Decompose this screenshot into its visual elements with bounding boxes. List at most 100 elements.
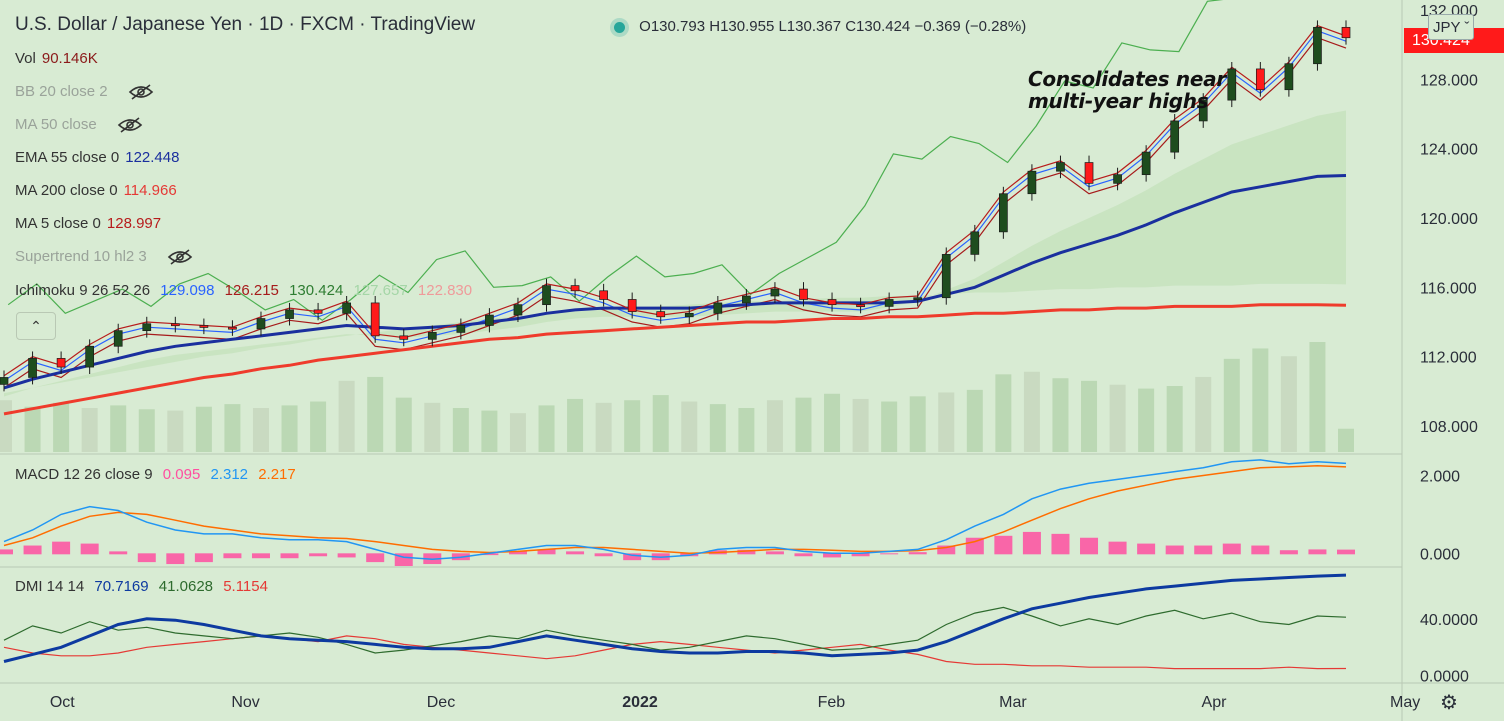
candle-down (1255, 68, 1265, 91)
candle-up (1170, 120, 1180, 153)
candle-up (285, 309, 294, 319)
volume-bar (995, 374, 1012, 452)
ma200-label: MA 200 close 0 (15, 182, 118, 199)
legend-dmi[interactable]: DMI 14 14 70.7169 41.0628 5.1154 (15, 578, 274, 595)
low-value: L130.367 (778, 18, 842, 35)
candle-down (1341, 26, 1351, 39)
symbol-title[interactable]: U.S. Dollar / Japanese Yen · 1D · FXCM ·… (15, 14, 476, 35)
macd-histogram-bar (623, 553, 642, 561)
macd-histogram-bar (137, 553, 156, 563)
volume-bar (481, 410, 498, 452)
dmi-pdi-value: 41.0628 (158, 578, 214, 595)
volume-bar (738, 408, 755, 452)
macd-line-value: 2.312 (210, 466, 249, 483)
volume-bar (1195, 376, 1212, 452)
volume-bar (1252, 348, 1269, 452)
candle-up (684, 312, 694, 318)
dmi-minus-line (3, 635, 1347, 670)
candle-up (0, 377, 9, 385)
volume-bar (1338, 428, 1354, 452)
macd-histogram-bar (109, 551, 128, 555)
macd-signal-line (3, 464, 1347, 555)
candle-up (970, 231, 980, 255)
volume-bar (338, 380, 355, 452)
candle-up (256, 318, 266, 330)
volume-bar (509, 413, 526, 452)
candle-up (113, 330, 123, 347)
ema55-line (3, 174, 1347, 390)
chart-header: U.S. Dollar / Japanese Yen · 1D · FXCM ·… (15, 14, 475, 36)
legend-macd[interactable]: MACD 12 26 close 9 0.095 2.312 2.217 (15, 466, 302, 483)
candle-up (1141, 151, 1151, 176)
candle-down (199, 325, 209, 328)
candle-up (770, 288, 780, 297)
collapse-legend-button[interactable]: ⌃ (16, 312, 56, 340)
candle-up (713, 302, 723, 314)
macd-histogram-bar (1251, 545, 1270, 555)
legend-ma200[interactable]: MA 200 close 0 114.966 (15, 182, 183, 199)
dmi-mdi-value: 5.1154 (223, 578, 268, 595)
vol-label: Vol (15, 50, 36, 67)
macd-histogram-bar (480, 553, 499, 556)
volume-bar (1081, 380, 1098, 452)
ichimoku-chikou-value: 130.424 (289, 282, 344, 299)
candle-down (56, 358, 66, 368)
hidden-eye-icon[interactable] (167, 248, 193, 266)
macd-histogram-bar (823, 553, 842, 558)
volume-bar (881, 401, 898, 452)
legend-vol[interactable]: Vol 90.146K (15, 50, 104, 67)
legend-supertrend[interactable]: Supertrend 10 hl2 3 (15, 248, 193, 266)
volume-bar (766, 400, 783, 452)
ma5-value: 128.997 (106, 215, 162, 232)
volume-bar (224, 404, 241, 452)
candle-up (485, 314, 494, 326)
legend-bb[interactable]: BB 20 close 2 (15, 83, 154, 101)
volume-bar (24, 406, 41, 452)
macd-histogram-bar (337, 553, 356, 558)
dmi-adx-line (3, 573, 1347, 663)
candle-down (856, 304, 865, 308)
volume-bar (824, 393, 841, 452)
volume-bar (167, 410, 184, 452)
volume-bar (1023, 371, 1040, 452)
dmi-adx-value: 70.7169 (94, 578, 149, 595)
tenkan-line (3, 30, 1347, 382)
macd-histogram-bar (166, 553, 185, 565)
candle-up (427, 332, 437, 340)
legend-ma5[interactable]: MA 5 close 0 128.997 (15, 215, 167, 232)
volume-bar (1166, 386, 1183, 452)
macd-histogram-bar (537, 549, 556, 555)
candle-up (142, 323, 152, 332)
candle-down (570, 285, 580, 292)
macd-histogram-bar (309, 553, 328, 557)
annotation-text: Consolidates near multi-year highs (1028, 67, 1226, 113)
legend-ma50[interactable]: MA 50 close (15, 116, 143, 134)
currency-dropdown[interactable]: JPY ˇ (1428, 14, 1474, 40)
candle-up (1198, 99, 1208, 122)
hidden-eye-icon[interactable] (128, 83, 154, 101)
candle-down (627, 299, 637, 312)
volume-bar (1109, 384, 1126, 452)
volume-bar (681, 401, 698, 452)
volume-bar (909, 396, 926, 452)
ichimoku-spanA-value: 127.657 (353, 282, 408, 299)
ichimoku-tenkan-value: 129.098 (160, 282, 215, 299)
legend-ema55[interactable]: EMA 55 close 0 122.448 (15, 149, 185, 166)
macd-hist-value: 0.095 (162, 466, 201, 483)
macd-histogram-bar (508, 551, 527, 555)
hidden-eye-icon[interactable] (117, 116, 143, 134)
candle-down (799, 288, 808, 300)
macd-histogram-bar (52, 541, 71, 555)
candle-up (1313, 26, 1322, 65)
legend-ichimoku[interactable]: Ichimoku 9 26 52 26 129.098 126.215 130.… (15, 282, 478, 299)
candle-down (313, 309, 323, 314)
settings-gear-icon[interactable]: ⚙ (1440, 692, 1458, 714)
macd-histogram-bar (251, 553, 270, 559)
volume-bar (966, 389, 983, 452)
macd-tick-label: 0.000 (1420, 546, 1460, 563)
macd-histogram-bar (1165, 545, 1184, 555)
volume-bar (138, 409, 155, 452)
time-axis-label: May (1390, 694, 1420, 711)
volume-bar (252, 408, 269, 452)
